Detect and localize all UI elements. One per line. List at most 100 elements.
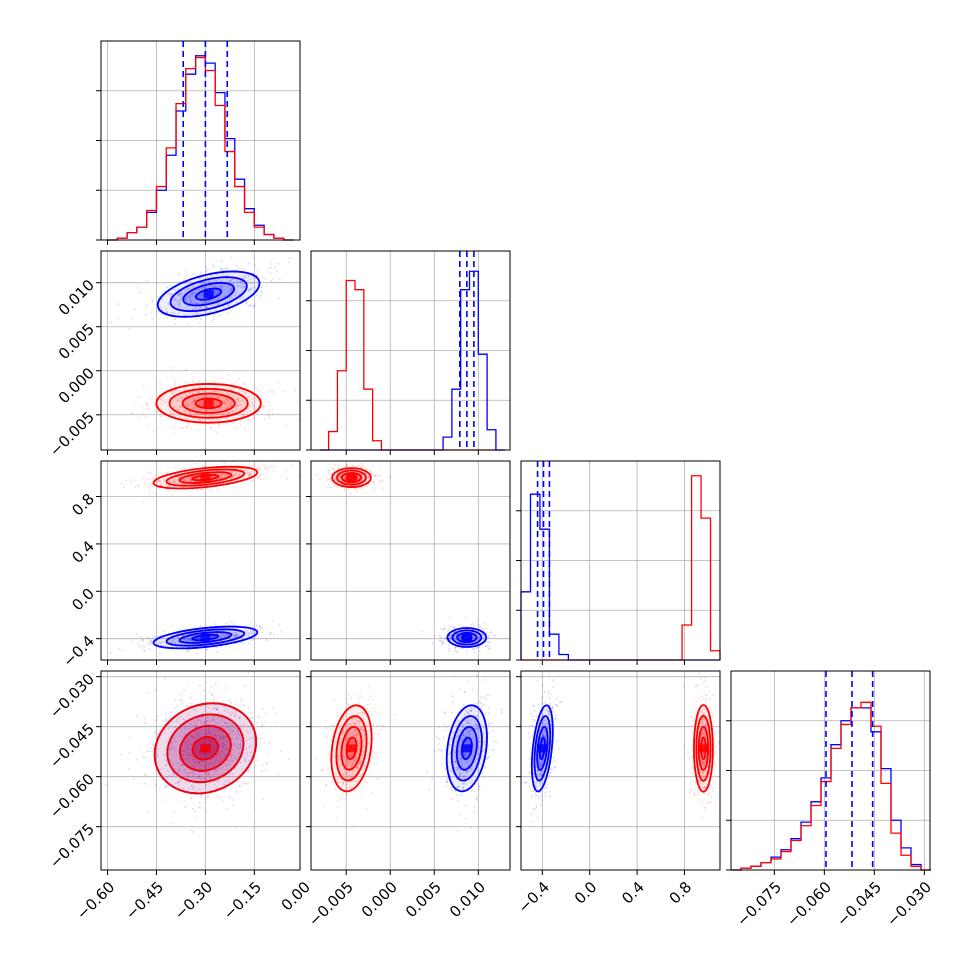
histogram-step bbox=[731, 702, 931, 870]
sample-point bbox=[219, 315, 221, 317]
density-panel-pair_p4_p3 bbox=[516, 671, 723, 875]
sample-point bbox=[484, 622, 486, 624]
sample-point bbox=[148, 491, 150, 493]
sample-point bbox=[465, 805, 467, 807]
sample-point bbox=[550, 693, 552, 695]
hist-panel-p2 bbox=[306, 251, 510, 455]
sample-point bbox=[486, 698, 488, 700]
sample-point bbox=[488, 724, 490, 726]
sample-point bbox=[356, 490, 358, 492]
sample-point bbox=[288, 758, 290, 760]
sample-point bbox=[178, 273, 180, 275]
sample-point bbox=[552, 687, 554, 689]
sample-point bbox=[129, 737, 131, 739]
sample-point bbox=[145, 305, 147, 307]
sample-point bbox=[151, 639, 153, 641]
sample-point bbox=[361, 789, 363, 791]
sample-point bbox=[483, 777, 485, 779]
sample-point bbox=[326, 785, 328, 787]
sample-point bbox=[244, 685, 246, 687]
sample-point bbox=[258, 297, 260, 299]
sample-point bbox=[201, 794, 203, 796]
sample-point bbox=[227, 312, 229, 314]
sample-point bbox=[153, 636, 155, 638]
sample-point bbox=[174, 426, 176, 428]
density-peak bbox=[347, 474, 357, 482]
sample-point bbox=[265, 713, 267, 715]
sample-point bbox=[165, 713, 167, 715]
sample-point bbox=[133, 401, 135, 403]
sample-point bbox=[484, 766, 486, 768]
sample-point bbox=[286, 478, 288, 480]
sample-point bbox=[482, 628, 484, 630]
sample-point bbox=[273, 466, 275, 468]
sample-point bbox=[279, 279, 281, 281]
sample-point bbox=[174, 381, 176, 383]
sample-point bbox=[215, 623, 217, 625]
sample-point bbox=[144, 783, 146, 785]
sample-point bbox=[184, 277, 186, 279]
sample-point bbox=[448, 645, 450, 647]
sample-point bbox=[147, 472, 149, 474]
sample-point bbox=[174, 811, 176, 813]
sample-point bbox=[530, 725, 532, 727]
sample-point bbox=[266, 478, 268, 480]
sample-point bbox=[129, 752, 131, 754]
sample-point bbox=[205, 796, 207, 798]
sample-point bbox=[460, 795, 462, 797]
sample-point bbox=[451, 626, 453, 628]
sample-point bbox=[184, 468, 186, 470]
sample-point bbox=[194, 810, 196, 812]
sample-point bbox=[211, 693, 213, 695]
sample-point bbox=[229, 667, 231, 669]
sample-point bbox=[289, 257, 291, 259]
sample-point bbox=[380, 729, 382, 731]
sample-point bbox=[247, 783, 249, 785]
sample-point bbox=[261, 764, 263, 766]
sample-point bbox=[249, 772, 251, 774]
sample-point bbox=[476, 798, 478, 800]
sample-point bbox=[246, 303, 248, 305]
sample-point bbox=[325, 480, 327, 482]
sample-point bbox=[248, 643, 250, 645]
sample-point bbox=[147, 692, 149, 694]
sample-point bbox=[544, 792, 546, 794]
sample-point bbox=[166, 286, 168, 288]
sample-point bbox=[221, 267, 223, 269]
sample-point bbox=[459, 688, 461, 690]
sample-point bbox=[166, 785, 168, 787]
sample-point bbox=[464, 691, 466, 693]
sample-point bbox=[165, 718, 167, 720]
sample-point bbox=[547, 692, 549, 694]
sample-point bbox=[378, 480, 380, 482]
sample-point bbox=[145, 485, 147, 487]
sample-point bbox=[179, 281, 181, 283]
sample-point bbox=[151, 299, 153, 301]
sample-point bbox=[264, 465, 266, 467]
sample-point bbox=[144, 722, 146, 724]
sample-point bbox=[229, 797, 231, 799]
sample-point bbox=[143, 477, 145, 479]
sample-point bbox=[372, 750, 374, 752]
histogram-step bbox=[521, 476, 720, 660]
sample-point bbox=[266, 639, 268, 641]
sample-point bbox=[294, 390, 296, 392]
sample-point bbox=[218, 423, 220, 425]
sample-point bbox=[146, 280, 148, 282]
sample-point bbox=[174, 323, 176, 325]
sample-point bbox=[533, 808, 535, 810]
sample-point bbox=[151, 473, 153, 475]
sample-point bbox=[154, 785, 156, 787]
sample-point bbox=[219, 797, 221, 799]
sample-point bbox=[298, 475, 300, 477]
sample-point bbox=[128, 768, 130, 770]
sample-point bbox=[190, 697, 192, 699]
sample-point bbox=[221, 269, 223, 271]
sample-point bbox=[331, 725, 333, 727]
sample-point bbox=[173, 377, 175, 379]
sample-point bbox=[199, 801, 201, 803]
density-panel-pair_p3_p2 bbox=[306, 461, 510, 665]
density-panel-pair_p3_p1 bbox=[96, 461, 300, 666]
sample-point bbox=[451, 789, 453, 791]
sample-point bbox=[191, 829, 193, 831]
